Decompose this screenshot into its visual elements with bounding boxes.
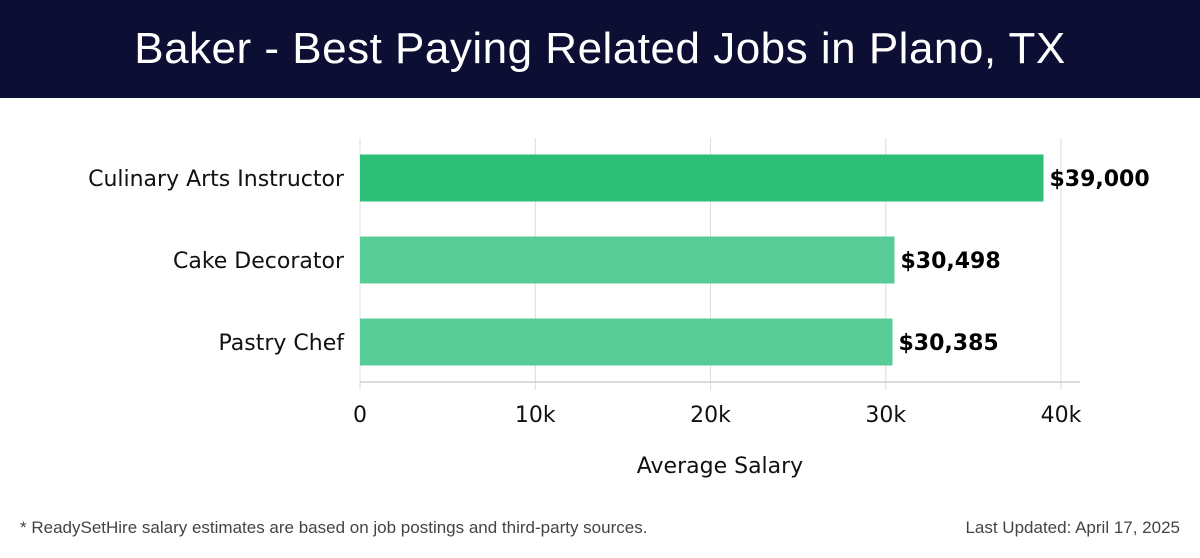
bar [360,318,893,366]
bar [360,154,1044,202]
value-label: $30,385 [898,331,998,356]
footnote: * ReadySetHire salary estimates are base… [20,518,648,537]
last-updated: Last Updated: April 17, 2025 [965,518,1180,537]
chart-title: Baker - Best Paying Related Jobs in Plan… [0,0,1200,98]
category-label: Pastry Chef [219,331,346,356]
category-label: Culinary Arts Instructor [88,167,345,192]
x-tick-label: 30k [865,403,906,428]
x-tick-label: 0 [353,403,367,428]
x-tick-label: 20k [690,403,731,428]
x-tick-label: 40k [1041,403,1082,428]
x-tick-label: 10k [515,403,556,428]
value-label: $30,498 [900,249,1000,274]
value-label: $39,000 [1049,167,1149,192]
x-axis-title: Average Salary [637,454,803,479]
category-label: Cake Decorator [173,249,345,274]
bar [360,236,895,284]
